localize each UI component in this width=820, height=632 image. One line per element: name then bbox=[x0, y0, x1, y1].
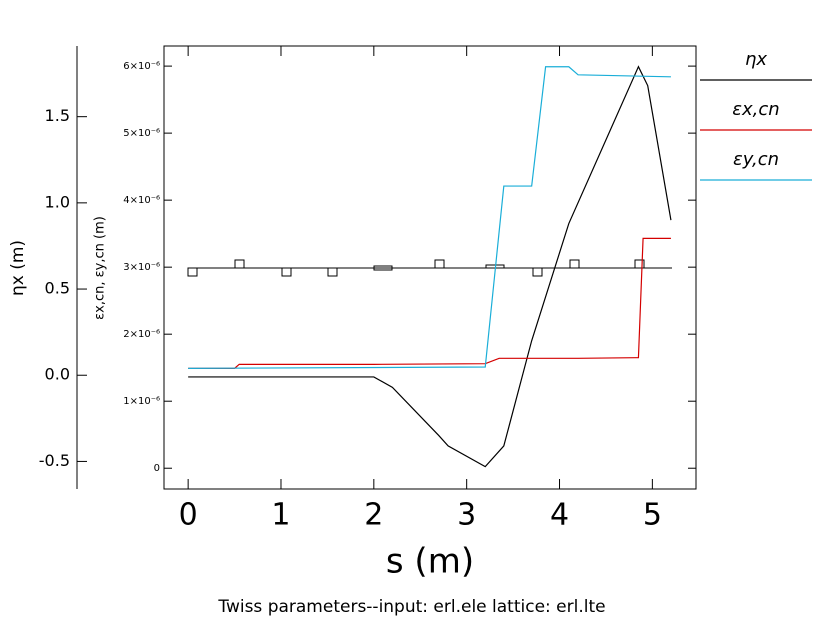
y-tick-label: -0.5 bbox=[39, 451, 70, 470]
x-tick-label: 2 bbox=[364, 498, 383, 533]
legend-label: εy,cn bbox=[733, 149, 779, 170]
series-line bbox=[188, 65, 672, 468]
y2-tick-label: 2×10⁻⁶ bbox=[123, 329, 160, 340]
series-line bbox=[188, 66, 671, 369]
x-tick-label: 1 bbox=[271, 498, 290, 533]
y-tick-label: 0.5 bbox=[45, 279, 70, 298]
y2-tick-label: 0 bbox=[154, 463, 160, 474]
y-tick-label: 1.5 bbox=[45, 106, 70, 125]
lattice-profile bbox=[187, 259, 672, 277]
y2-tick-label: 6×10⁻⁶ bbox=[123, 61, 160, 72]
chart-title: Twiss parameters--input: erl.ele lattice… bbox=[217, 597, 605, 617]
x-tick-label: 4 bbox=[550, 498, 569, 533]
x-tick-label: 5 bbox=[643, 498, 662, 533]
y2-axis-label: εx,cn, εy,cn (m) bbox=[93, 216, 108, 320]
x-tick-label: 3 bbox=[457, 498, 476, 533]
y2-tick-label: 5×10⁻⁶ bbox=[123, 128, 160, 139]
legend-label: ηx bbox=[745, 49, 767, 70]
legend-label: εx,cn bbox=[732, 99, 779, 120]
y-tick-label: 1.0 bbox=[45, 192, 70, 211]
x-tick-label: 0 bbox=[179, 498, 198, 533]
series-line bbox=[188, 237, 671, 369]
y2-tick-label: 1×10⁻⁶ bbox=[123, 396, 160, 407]
y2-tick-label: 4×10⁻⁶ bbox=[123, 195, 160, 206]
y-axis-label: ηx (m) bbox=[8, 240, 28, 296]
x-axis-label: s (m) bbox=[386, 542, 474, 582]
y2-tick-label: 3×10⁻⁶ bbox=[123, 262, 160, 273]
y-tick-label: 0.0 bbox=[45, 365, 70, 384]
